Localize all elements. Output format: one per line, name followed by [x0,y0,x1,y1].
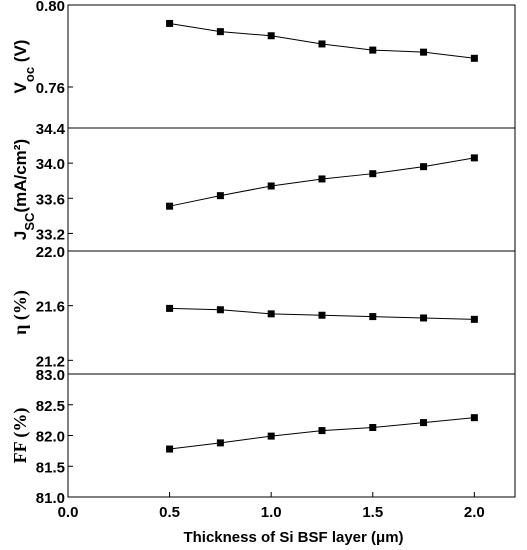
y-axis-label: η (%) [10,290,31,335]
y-tick-label: 82.0 [36,429,65,446]
y-tick-label: 82.5 [36,398,65,415]
y-axis-label-sub: oc [22,67,37,82]
x-tick-label: 0.5 [159,504,180,521]
x-tick-label: 2.0 [464,504,485,521]
y-axis-label-main: V [11,81,30,93]
data-point [369,170,377,178]
data-point [267,310,275,318]
y-tick-label: 81.0 [36,490,65,507]
y-axis-label: JSC(mA/cm²) [11,139,37,240]
y-axis-label-unit: (V) [11,40,30,67]
x-tick-label: 0.0 [58,504,79,521]
y-tick-label: 21.6 [36,299,65,316]
data-point [267,432,275,440]
y-tick-label: 0.80 [36,0,65,15]
y-tick-label: 0.76 [36,80,65,97]
y-axis-label: FF (%) [10,408,31,464]
data-point [216,28,224,36]
y-tick-label: 81.5 [36,459,65,476]
data-point [166,202,174,210]
data-point [267,182,275,190]
panel-frame [67,4,516,129]
data-point [166,19,174,27]
y-tick-label: 34.0 [36,156,65,173]
y-tick-label: 83.0 [36,367,65,384]
data-point [318,427,326,435]
y-tick-label: 21.2 [36,353,65,370]
y-axis-label-sub: SC [22,212,37,231]
data-point [369,313,377,321]
data-point [470,315,478,323]
data-point [166,445,174,453]
data-point [216,306,224,314]
data-point [166,304,174,312]
data-point [470,154,478,162]
panel-voc: 0.76 0.80 Voc (V) [11,0,516,129]
data-point [470,414,478,422]
data-point [318,40,326,48]
x-axis-label: Thickness of Si BSF layer (μm) [183,529,403,546]
data-point [318,175,326,183]
data-point [420,419,428,427]
data-point [216,439,224,447]
x-tick-label: 1.0 [261,504,282,521]
data-point [318,311,326,319]
data-point [470,54,478,62]
data-point [420,48,428,56]
y-axis-label-main: J [11,231,30,240]
panel-frame [67,250,516,375]
data-point [267,32,275,40]
y-tick-label: 33.2 [36,226,65,243]
data-point [216,192,224,200]
y-axis-label-main: FF (%) [10,408,31,464]
y-axis-label: Voc (V) [11,40,37,94]
data-point [369,424,377,432]
panel-eta: 21.2 21.6 22.0 η (%) [10,244,516,375]
x-tick-label: 1.5 [362,504,383,521]
y-tick-label: 33.6 [36,191,65,208]
panel-ff: 81.0 81.5 82.0 82.5 83.0 FF (%) 0.0 0.5 1.0 1.5 2.… [10,367,516,546]
panel-frame [67,127,516,252]
data-point [420,163,428,171]
y-tick-label: 34.4 [36,121,66,138]
y-axis-label-unit: (mA/cm²) [11,139,30,213]
y-axis-label-main: η (%) [10,290,31,335]
data-point [369,46,377,54]
panel-frame [67,373,516,498]
data-point [420,314,428,322]
y-tick-label: 22.0 [36,244,65,261]
